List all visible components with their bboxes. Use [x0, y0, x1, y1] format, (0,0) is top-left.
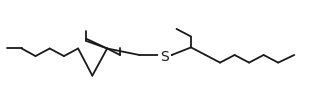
- Text: S: S: [160, 50, 169, 64]
